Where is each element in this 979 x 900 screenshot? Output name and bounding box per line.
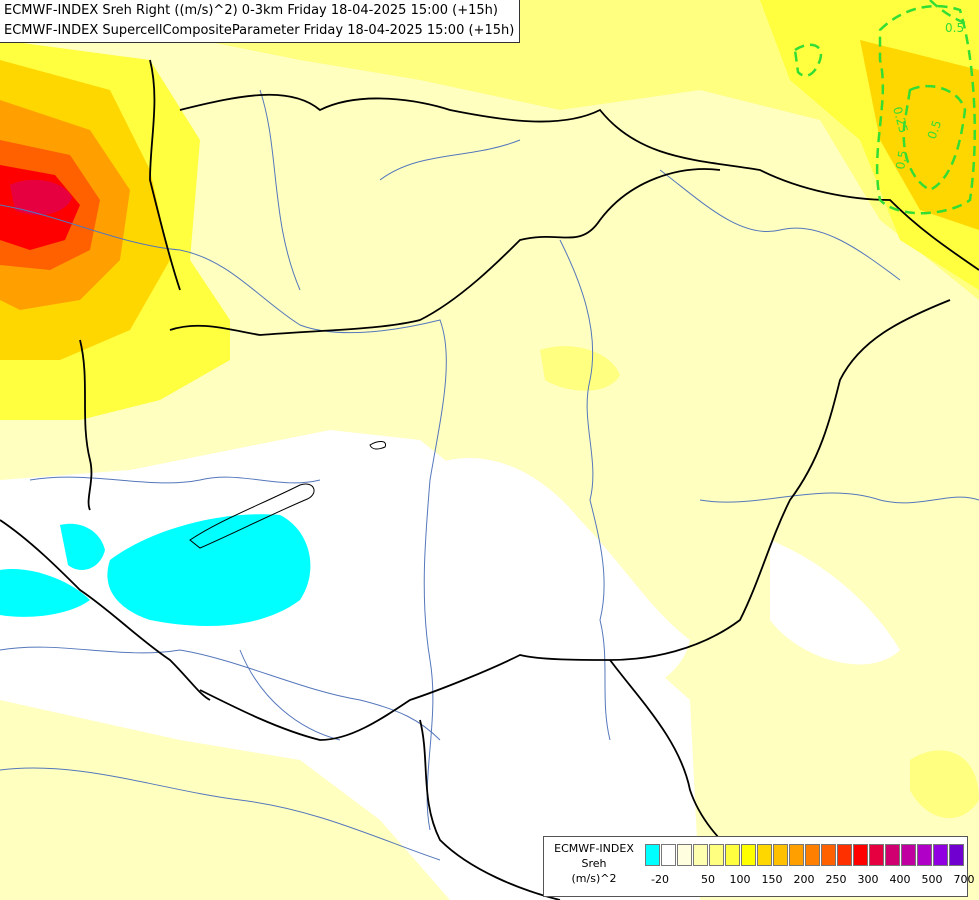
border-croatia [419, 719, 561, 900]
map-title-box: ECMWF-INDEX Sreh Right ((m/s)^2) 0-3km F… [0, 0, 520, 43]
border-hungary-east [199, 299, 951, 741]
legend-swatch [917, 844, 932, 866]
lake-balaton [189, 483, 315, 549]
field-white-east [770, 540, 900, 665]
map-title-line-2: ECMWF-INDEX SupercellCompositeParameter … [4, 23, 515, 38]
legend-swatches [645, 844, 965, 866]
field-magenta-west [10, 179, 72, 216]
field-cyan-west [0, 569, 90, 617]
scp-label-1: 0.5 [945, 21, 964, 35]
country-borders [0, 59, 979, 900]
legend-tick-label: 150 [761, 873, 783, 886]
field-yellow-north [120, 0, 979, 300]
legend-swatch [773, 844, 788, 866]
legend-swatch [677, 844, 692, 866]
scp-label-3: 0.5 [893, 149, 910, 170]
river-sw [239, 649, 341, 741]
field-cyan-main [107, 514, 311, 626]
legend-swatch [869, 844, 884, 866]
legend-ticks: -20 50 100 150 200 250 300 400 500 700 [645, 873, 974, 889]
river-north-1 [259, 89, 301, 291]
scp-label-2: 0.25 [890, 105, 910, 134]
legend-swatch [661, 844, 676, 866]
legend-swatch [901, 844, 916, 866]
river-east [699, 492, 979, 504]
legend-swatch [885, 844, 900, 866]
scp-label-4: 0.5 [925, 118, 945, 141]
river-danube [0, 204, 447, 831]
legend-tick-label: 100 [729, 873, 751, 886]
legend-title-source: ECMWF-INDEX [554, 842, 634, 855]
river-sava [0, 767, 441, 861]
border-north-austria [149, 59, 181, 291]
field-white-center [420, 458, 690, 707]
legend-swatch [805, 844, 820, 866]
legend-title-variable: Sreh [581, 857, 607, 870]
map-title-line-1: ECMWF-INDEX Sreh Right ((m/s)^2) 0-3km F… [4, 3, 498, 18]
legend-tick-label: 700 [953, 873, 975, 886]
legend-tick-label: -20 [651, 873, 669, 886]
legend-swatch [693, 844, 708, 866]
legend-tick-label: 250 [825, 873, 847, 886]
field-gold-ne [860, 40, 979, 230]
field-white-south [380, 691, 577, 880]
legend-swatch [789, 844, 804, 866]
legend-swatch [725, 844, 740, 866]
border-austria-west [79, 339, 93, 511]
legend-tick-label: 200 [793, 873, 815, 886]
scp-contours [793, 0, 977, 215]
border-hungary-west [169, 168, 721, 336]
legend-swatch [741, 844, 756, 866]
river-tisza [559, 239, 611, 741]
legend-tick-label: 400 [889, 873, 911, 886]
river-west-1 [29, 476, 321, 484]
field-yellow-se [910, 750, 979, 819]
color-legend: ECMWF-INDEX Sreh (m/s)^2 -20 50 100 150 200 2… [543, 836, 975, 897]
river-drava [0, 646, 441, 741]
lake-small [369, 441, 387, 450]
scp-contour-outer [875, 4, 977, 215]
legend-title-unit: (m/s)^2 [571, 872, 617, 885]
legend-swatch [949, 844, 964, 866]
scp-contour-top [929, 0, 971, 27]
scp-contour-small [793, 43, 823, 77]
border-hungary-north [179, 93, 979, 271]
legend-tick-label: 50 [701, 873, 715, 886]
river-north-2 [379, 139, 521, 181]
legend-swatch [645, 844, 660, 866]
legend-swatch [933, 844, 948, 866]
legend-tick-label: 300 [857, 873, 879, 886]
legend-swatch [709, 844, 724, 866]
border-slovenia [0, 519, 211, 701]
field-lightyellow-se [700, 600, 979, 900]
legend-swatch [821, 844, 836, 866]
legend-title: ECMWF-INDEX Sreh (m/s)^2 [544, 841, 644, 886]
legend-swatch [757, 844, 772, 866]
legend-tick-label: 500 [921, 873, 943, 886]
field-yellow-blob [540, 346, 620, 391]
river-northeast [659, 169, 901, 281]
field-cyan-small [60, 523, 105, 570]
rivers [0, 89, 979, 861]
legend-swatch [837, 844, 852, 866]
field-lightyellow-sw [0, 700, 450, 900]
scp-contour-inner [902, 84, 967, 192]
legend-swatch [853, 844, 868, 866]
